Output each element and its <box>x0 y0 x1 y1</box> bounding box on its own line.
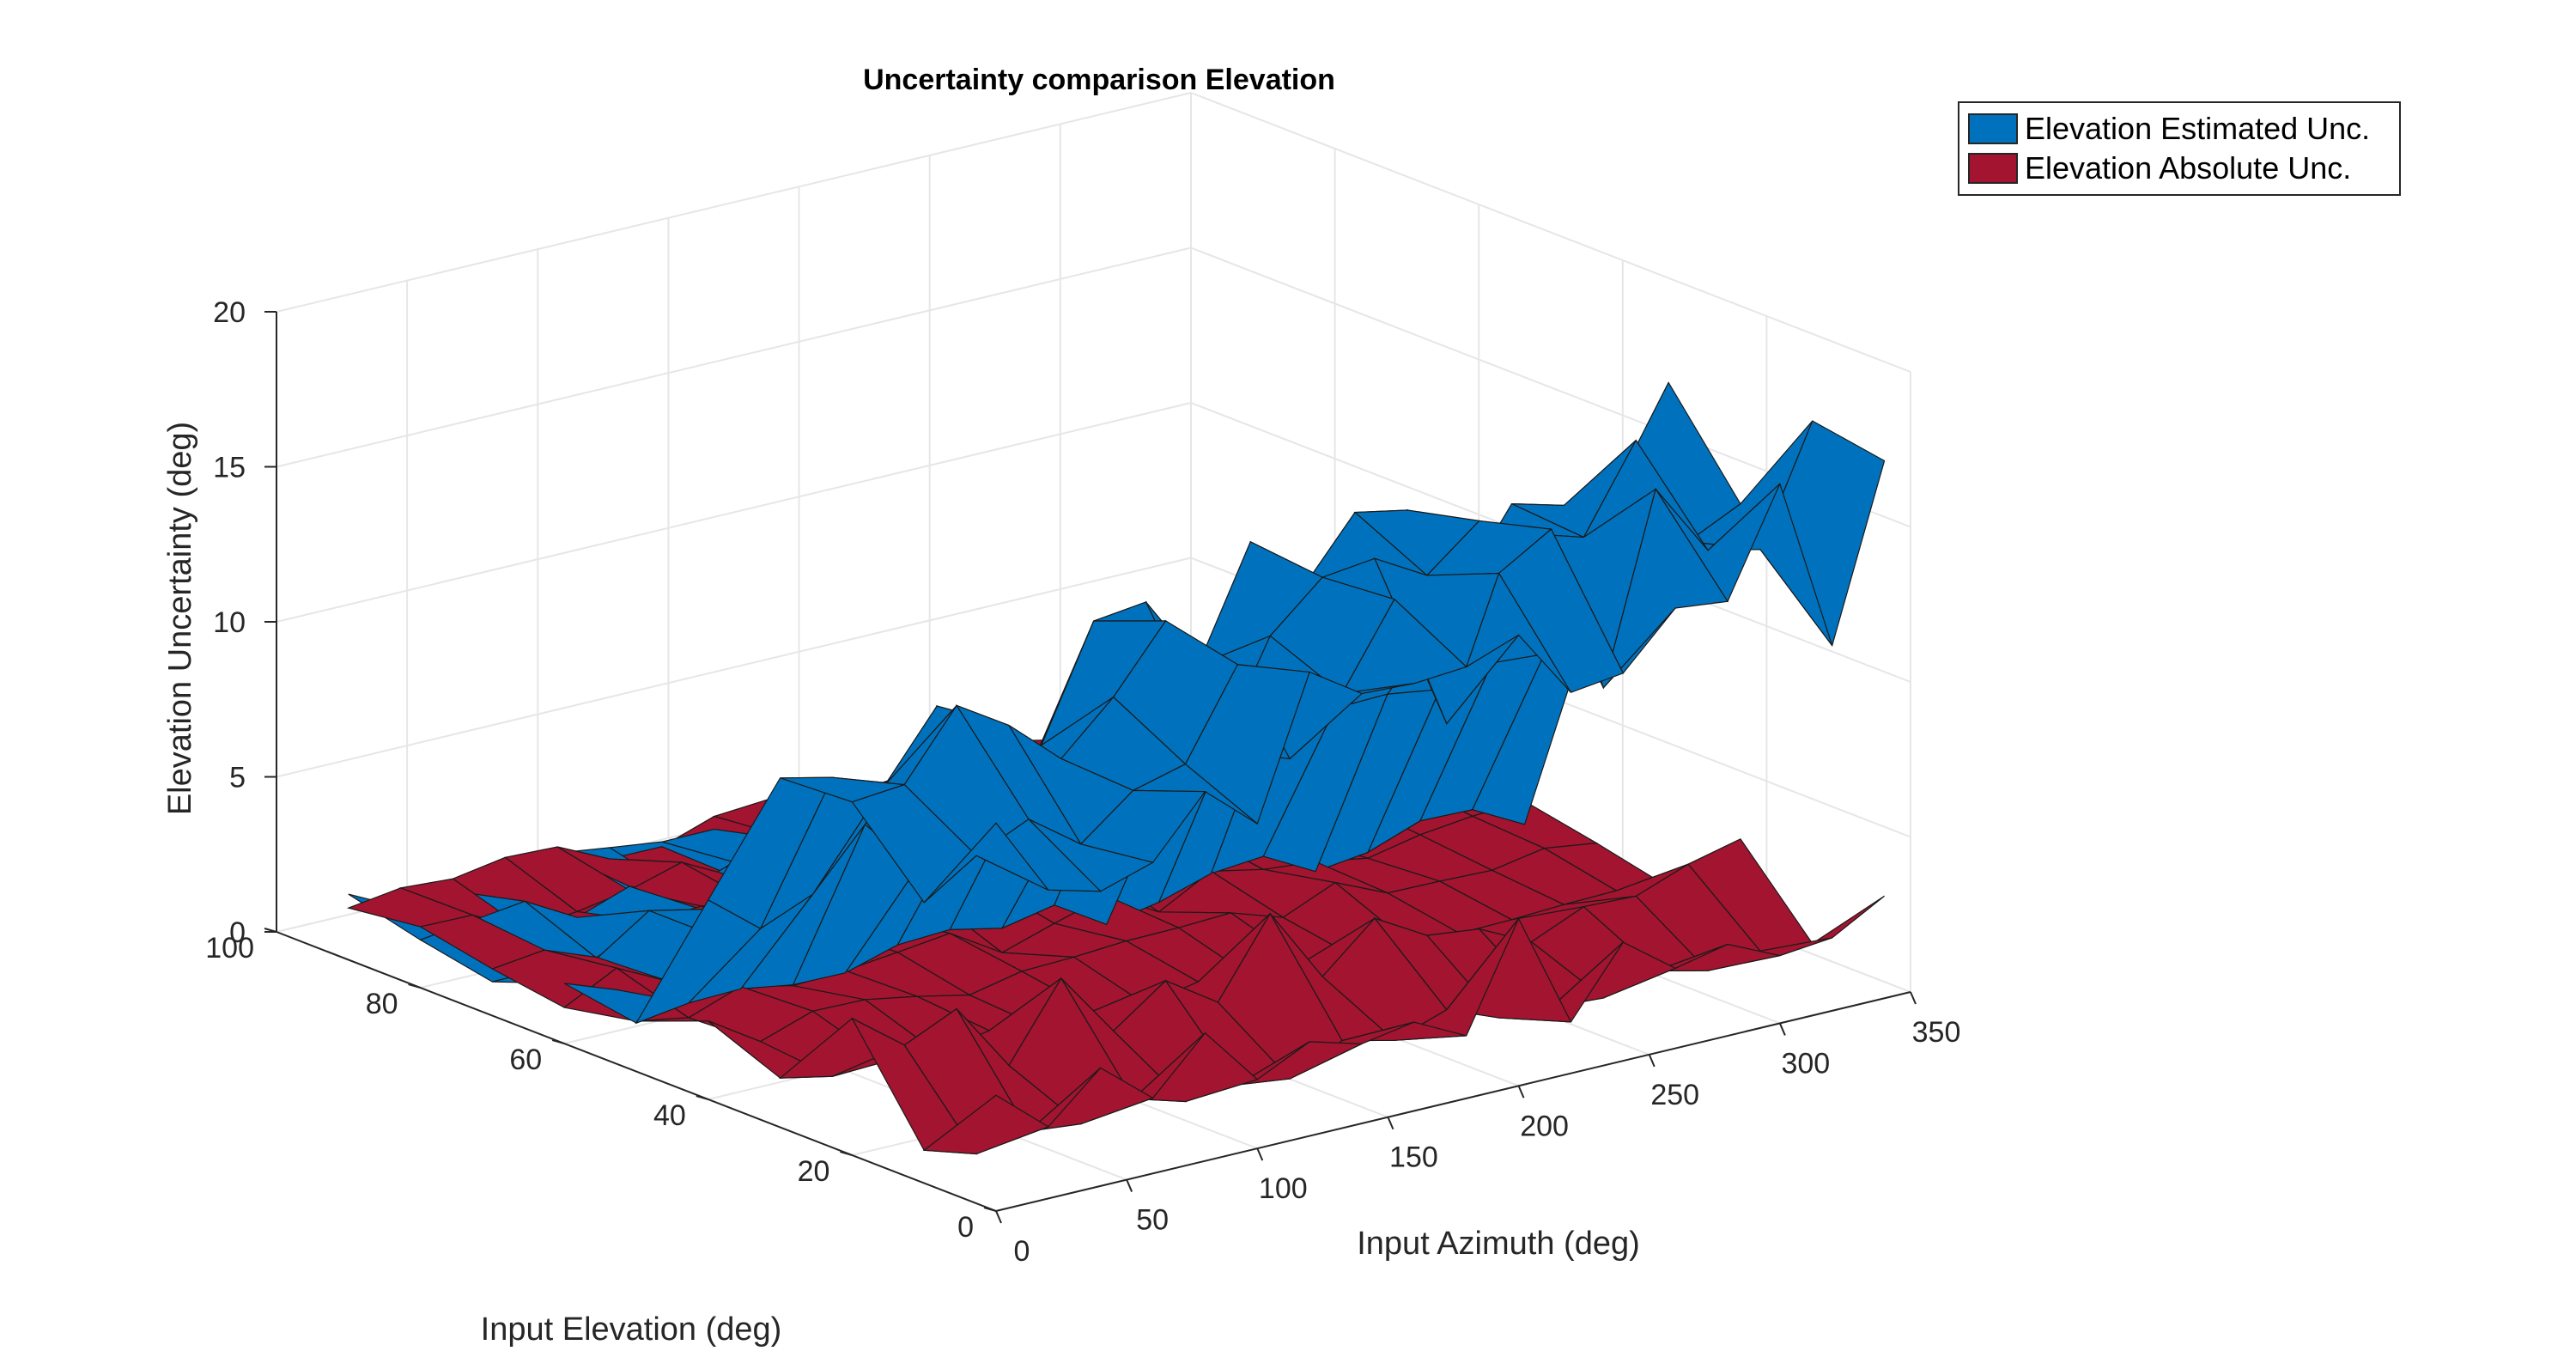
y-tick-label: 100 <box>205 932 254 965</box>
x-tick-label: 0 <box>1014 1235 1030 1268</box>
x-tick-label: 100 <box>1259 1172 1308 1205</box>
surfaces <box>346 381 1886 1155</box>
z-tick-label: 10 <box>213 606 246 639</box>
x-tick-mark <box>1648 1054 1656 1068</box>
z-tick-label: 5 <box>229 762 246 794</box>
x-tick-label: 200 <box>1520 1110 1569 1142</box>
legend-label-estimated: Elevation Estimated Unc. <box>2025 111 2371 146</box>
x-axis-label: Input Azimuth (deg) <box>1357 1226 1640 1262</box>
surface-patch-red <box>922 1094 1050 1155</box>
z-tick-label: 20 <box>213 296 246 329</box>
x-tick-label: 350 <box>1912 1016 1961 1049</box>
x-tick-label: 150 <box>1389 1141 1438 1174</box>
z-tick-label: 0 <box>229 916 246 949</box>
y-tick-mark <box>551 1039 565 1044</box>
y-tick-label: 60 <box>509 1044 542 1076</box>
legend-swatch-absolute <box>1968 153 2018 184</box>
z-tick-label: 15 <box>213 452 246 484</box>
z-axis-label: Elevation Uncertainty (deg) <box>162 422 198 815</box>
y-tick-mark <box>696 1095 709 1100</box>
grid-line-z-right-wall <box>1190 92 1911 373</box>
y-tick-mark <box>840 1151 853 1156</box>
grid-line-z-left-wall <box>276 402 1192 623</box>
x-tick-label: 50 <box>1136 1204 1169 1237</box>
y-tick-mark <box>408 983 421 989</box>
grid-line-z-left-wall <box>276 246 1192 468</box>
y-tick-label: 40 <box>653 1099 686 1132</box>
x-tick-mark <box>1517 1085 1525 1098</box>
x-tick-mark <box>1387 1117 1394 1130</box>
legend-label-absolute: Elevation Absolute Unc. <box>2025 150 2352 186</box>
grid-line-z-left-wall <box>276 557 1192 778</box>
x-axis-line <box>995 991 1911 1212</box>
x-tick-label: 300 <box>1781 1047 1830 1080</box>
y-tick-mark <box>983 1207 997 1212</box>
x-tick-mark <box>1256 1147 1264 1161</box>
x-tick-mark <box>1126 1179 1133 1192</box>
surface-patch-blue <box>923 822 1049 904</box>
legend-item-estimated: Elevation Estimated Unc. <box>1968 111 2371 146</box>
grid-line-z-left-wall <box>276 92 1192 313</box>
y-axis-line <box>276 931 997 1212</box>
x-tick-mark <box>995 1210 1002 1224</box>
x-tick-mark <box>1778 1023 1786 1036</box>
x-tick-label: 250 <box>1650 1079 1699 1111</box>
tick-labels: 0501001502002503003500204060801000510152… <box>205 296 1960 1268</box>
y-tick-label: 20 <box>798 1155 830 1188</box>
legend-item-absolute: Elevation Absolute Unc. <box>1968 150 2352 186</box>
legend: Elevation Estimated Unc. Elevation Absol… <box>1958 101 2401 196</box>
chart-title: Uncertainty comparison Elevation <box>863 64 1335 96</box>
x-tick-mark <box>1910 991 1917 1005</box>
y-axis-label: Input Elevation (deg) <box>481 1311 782 1348</box>
y-tick-label: 80 <box>366 988 398 1020</box>
axes-lines <box>264 311 1917 1224</box>
legend-swatch-estimated <box>1968 113 2018 144</box>
y-tick-label: 0 <box>957 1211 974 1244</box>
